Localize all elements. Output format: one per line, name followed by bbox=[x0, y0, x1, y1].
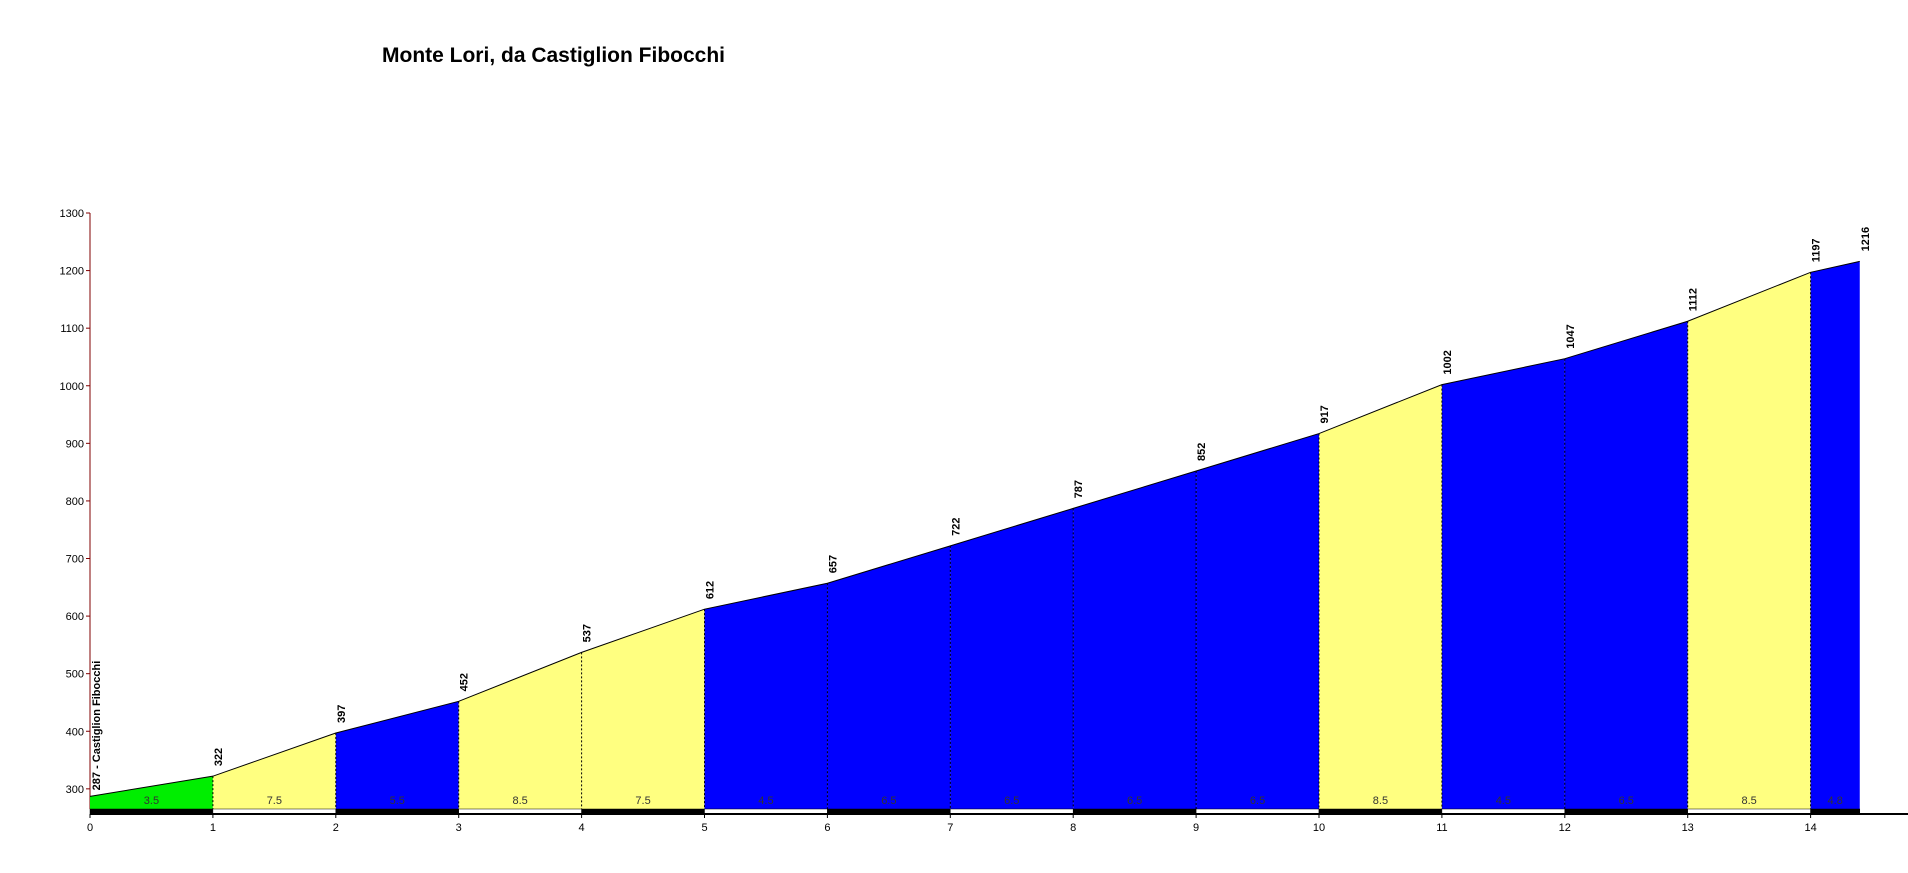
x-tick-label: 3 bbox=[456, 822, 462, 834]
x-tick-label: 10 bbox=[1313, 822, 1325, 834]
chart-title: Monte Lori, da Castiglion Fibocchi bbox=[382, 44, 725, 67]
x-tick-label: 13 bbox=[1682, 822, 1694, 834]
segment bbox=[1073, 470, 1197, 809]
elevation-label: 852 bbox=[1196, 443, 1208, 461]
segment bbox=[335, 701, 459, 809]
gradient-label: 4.8 bbox=[1828, 795, 1843, 807]
segment bbox=[1564, 321, 1688, 809]
y-tick-label: 1200 bbox=[60, 266, 84, 278]
gradient-label: 8.5 bbox=[1742, 795, 1757, 807]
segment bbox=[1810, 261, 1860, 810]
elevation-label: 1002 bbox=[1442, 350, 1454, 374]
y-tick-label: 1000 bbox=[60, 381, 84, 393]
profile-line bbox=[89, 260, 1860, 797]
elevation-label: 1112 bbox=[1688, 288, 1700, 311]
gradient-label: 6.5 bbox=[1127, 795, 1142, 807]
x-tick-label: 5 bbox=[701, 822, 707, 834]
elevation-label: 787 bbox=[1073, 480, 1085, 498]
y-tick-label: 300 bbox=[66, 784, 84, 796]
gradient-label: 5.5 bbox=[390, 795, 405, 807]
segment bbox=[458, 652, 582, 809]
gradient-label: 6.5 bbox=[1619, 795, 1634, 807]
x-tick-label: 1 bbox=[210, 822, 216, 834]
segment bbox=[827, 545, 951, 809]
elevation-label: 322 bbox=[213, 748, 225, 766]
gradient-label: 7.5 bbox=[267, 795, 282, 807]
gradient-label: 4.5 bbox=[758, 795, 773, 807]
x-tick-label: 11 bbox=[1436, 822, 1447, 834]
elevation-label: 917 bbox=[1319, 405, 1331, 423]
gradient-label: 6.5 bbox=[1004, 795, 1019, 807]
gradient-label: 3.5 bbox=[144, 795, 159, 807]
segment bbox=[1319, 384, 1442, 809]
elevation-label: 722 bbox=[950, 517, 962, 535]
y-tick-label: 400 bbox=[66, 726, 84, 738]
gradient-label: 6.5 bbox=[881, 795, 896, 807]
x-tick-label: 0 bbox=[87, 822, 93, 834]
y-tick-label: 900 bbox=[66, 438, 84, 450]
segment bbox=[1441, 358, 1565, 809]
elevation-label: 612 bbox=[705, 581, 717, 599]
y-tick-label: 500 bbox=[66, 669, 84, 681]
y-tick-label: 1300 bbox=[60, 208, 84, 220]
start-label: 287 - Castiglion Fibocchi bbox=[91, 661, 103, 791]
x-tick-label: 8 bbox=[1070, 822, 1076, 834]
segment bbox=[581, 609, 705, 809]
elevation-label: 397 bbox=[336, 705, 348, 723]
elevation-label: 537 bbox=[582, 624, 594, 642]
x-tick-label: 7 bbox=[947, 822, 953, 834]
segment bbox=[1196, 433, 1319, 809]
gradient-label: 8.5 bbox=[513, 795, 528, 807]
segment bbox=[90, 776, 213, 809]
gradient-label: 4.5 bbox=[1496, 795, 1511, 807]
elevation-label: 1216 bbox=[1860, 227, 1872, 251]
x-tick-label: 12 bbox=[1559, 822, 1571, 834]
y-tick-label: 600 bbox=[66, 611, 84, 623]
segment bbox=[704, 583, 828, 809]
segment bbox=[950, 508, 1074, 809]
segment bbox=[212, 732, 336, 809]
elevation-label: 1047 bbox=[1565, 324, 1577, 348]
x-tick-label: 9 bbox=[1193, 822, 1199, 834]
x-tick-label: 6 bbox=[824, 822, 830, 834]
x-tick-label: 4 bbox=[579, 822, 585, 834]
gradient-label: 6.5 bbox=[1250, 795, 1265, 807]
x-tick-label: 2 bbox=[333, 822, 339, 834]
y-tick-label: 800 bbox=[66, 496, 84, 508]
elevation-label: 657 bbox=[827, 555, 839, 573]
elevation-label: 1197 bbox=[1811, 238, 1823, 262]
elevation-label: 452 bbox=[459, 673, 471, 691]
x-tick-label: 14 bbox=[1804, 822, 1816, 834]
segment bbox=[1687, 272, 1811, 809]
gradient-label: 7.5 bbox=[635, 795, 650, 807]
y-tick-label: 700 bbox=[66, 554, 84, 566]
gradient-label: 8.5 bbox=[1373, 795, 1388, 807]
y-tick-label: 1100 bbox=[60, 323, 84, 335]
